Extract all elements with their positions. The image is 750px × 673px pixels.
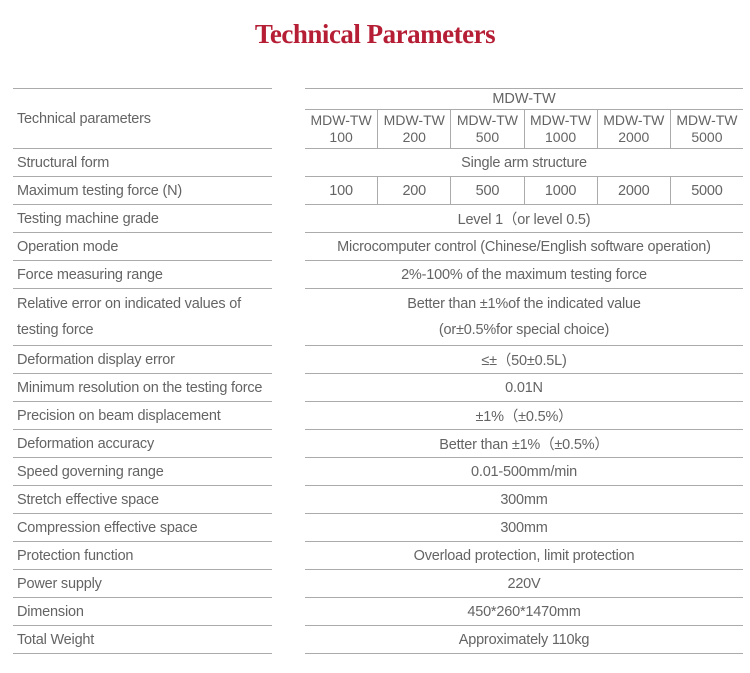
- corner-header-label: Technical parameters: [17, 110, 151, 127]
- param-value: ≤±（50±0.5L): [481, 353, 567, 369]
- param-value: 450*260*1470mm: [467, 603, 581, 620]
- param-label: Protection function: [17, 547, 134, 564]
- param-label: Minimum resolution on the testing force: [17, 379, 263, 396]
- param-value-row: ±1%（±0.5%）: [305, 402, 743, 430]
- param-value-row: 450*260*1470mm: [305, 598, 743, 626]
- param-value-row: 300mm: [305, 514, 743, 542]
- param-value-cell: 2000: [596, 177, 670, 204]
- param-label: Total Weight: [17, 631, 95, 648]
- param-value: Level 1（or level 0.5): [457, 212, 591, 228]
- param-label: Force measuring range: [17, 266, 163, 283]
- param-value-row: Approximately 110kg: [305, 626, 743, 654]
- param-label-row: Force measuring range: [13, 261, 272, 289]
- param-label-row: Deformation accuracy: [13, 430, 272, 458]
- param-value-cell: 1000: [523, 177, 597, 204]
- param-value-row: 100 200 500 1000 2000 5000: [305, 177, 743, 205]
- param-label: Stretch effective space: [17, 491, 159, 508]
- param-value-row: Level 1（or level 0.5): [305, 205, 743, 233]
- corner-header-cell: Technical parameters: [13, 89, 272, 149]
- param-label-line: Relative error on indicated values of: [17, 296, 241, 312]
- param-label: Dimension: [17, 603, 84, 620]
- param-label-row: Operation mode: [13, 233, 272, 261]
- value-column: MDW-TW MDW-TW 100 MDW-TW 200 MDW-TW 500 MDW…: [305, 88, 743, 654]
- model-header-cell: MDW-TW 500: [450, 110, 523, 148]
- param-value: 2%-100% of the maximum testing force: [401, 266, 647, 283]
- param-label: Operation mode: [17, 238, 119, 255]
- column-gap: [272, 88, 305, 654]
- param-value: 0.01N: [505, 379, 543, 396]
- param-value-row: Single arm structure: [305, 149, 743, 177]
- param-value: Microcomputer control (Chinese/English s…: [337, 238, 711, 255]
- param-value-row: 0.01-500mm/min: [305, 458, 743, 486]
- param-value: Single arm structure: [461, 154, 587, 171]
- param-value: 0.01-500mm/min: [471, 463, 577, 480]
- param-value: 300mm: [500, 519, 548, 536]
- model-header-cell: MDW-TW 100: [310, 112, 372, 145]
- model-header-cell: MDW-TW 200: [377, 110, 450, 148]
- series-header-label: MDW-TW: [492, 91, 556, 107]
- param-value-row: Microcomputer control (Chinese/English s…: [305, 233, 743, 261]
- param-value-row: Better than ±1%of the indicated value (o…: [305, 289, 743, 346]
- model-header-row: MDW-TW 100 MDW-TW 200 MDW-TW 500 MDW-TW 1000…: [305, 110, 743, 149]
- model-header-cell: MDW-TW 5000: [669, 110, 743, 148]
- param-label-row: Dimension: [13, 598, 272, 626]
- param-label: Compression effective space: [17, 519, 198, 536]
- param-value: 220V: [507, 575, 541, 592]
- param-label-line: testing force: [17, 322, 94, 338]
- param-value: Approximately 110kg: [458, 631, 590, 648]
- param-label-row: Total Weight: [13, 626, 272, 654]
- param-label-row: Protection function: [13, 542, 272, 570]
- param-label: Deformation display error: [17, 351, 175, 368]
- param-value-line: Better than ±1%of the indicated value: [407, 296, 641, 312]
- param-value-cell: 5000: [669, 177, 743, 204]
- param-label-row: Relative error on indicated values of te…: [13, 289, 272, 346]
- param-label: Structural form: [17, 154, 110, 171]
- param-value-cell: 500: [450, 177, 523, 204]
- param-label-row: Compression effective space: [13, 514, 272, 542]
- param-label: Deformation accuracy: [17, 435, 155, 452]
- model-header-cell: MDW-TW 2000: [596, 110, 670, 148]
- param-value-line: (or±0.5%for special choice): [438, 322, 610, 338]
- param-label-row: Power supply: [13, 570, 272, 598]
- param-value: Better than ±1%（±0.5%）: [439, 437, 609, 453]
- param-label-row: Structural form: [13, 149, 272, 177]
- param-label-row: Minimum resolution on the testing force: [13, 374, 272, 402]
- param-value-row: 300mm: [305, 486, 743, 514]
- param-label: Speed governing range: [17, 463, 164, 480]
- param-value-row: ≤±（50±0.5L): [305, 346, 743, 374]
- param-label: Precision on beam displacement: [17, 407, 221, 424]
- page-title: Technical Parameters: [254, 19, 496, 49]
- series-header-cell: MDW-TW: [305, 89, 743, 110]
- label-column: Technical parameters Structural form Max…: [13, 88, 272, 654]
- param-label-row: Deformation display error: [13, 346, 272, 374]
- param-value-row: 0.01N: [305, 374, 743, 402]
- param-value: 300mm: [500, 491, 548, 508]
- param-label-row: Precision on beam displacement: [13, 402, 272, 430]
- parameters-table: Technical parameters Structural form Max…: [13, 88, 743, 654]
- param-value-row: 220V: [305, 570, 743, 598]
- param-value: Overload protection, limit protection: [413, 547, 635, 564]
- param-label-row: Speed governing range: [13, 458, 272, 486]
- param-value-cell: 100: [329, 182, 353, 199]
- param-label: Testing machine grade: [17, 210, 159, 227]
- param-label: Maximum testing force (N): [17, 182, 183, 199]
- param-label-row: Maximum testing force (N): [13, 177, 272, 205]
- param-label-row: Stretch effective space: [13, 486, 272, 514]
- param-value-row: Overload protection, limit protection: [305, 542, 743, 570]
- param-label-row: Testing machine grade: [13, 205, 272, 233]
- param-value-row: Better than ±1%（±0.5%）: [305, 430, 743, 458]
- param-value-row: 2%-100% of the maximum testing force: [305, 261, 743, 289]
- param-value: ±1%（±0.5%）: [475, 409, 573, 425]
- model-header-cell: MDW-TW 1000: [523, 110, 597, 148]
- param-label: Power supply: [17, 575, 102, 592]
- param-value-cell: 200: [377, 177, 450, 204]
